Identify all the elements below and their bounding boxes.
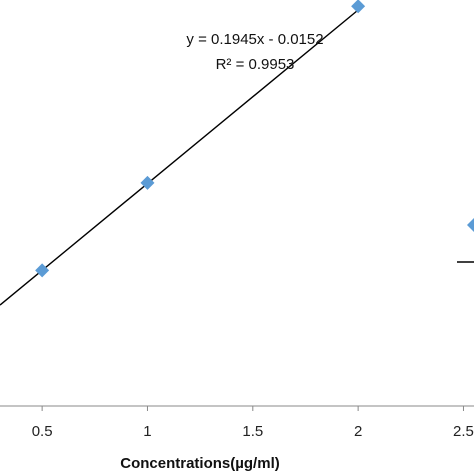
- x-tick-label: 0.5: [32, 423, 53, 440]
- partial-second-chart: [457, 218, 474, 263]
- x-tick-label: 2: [354, 423, 362, 440]
- x-axis-tick-labels: 0.5 1 1.5 2 2.5: [32, 423, 474, 440]
- x-tick-label: 1.5: [242, 423, 263, 440]
- data-points: [35, 0, 366, 278]
- trendline: [0, 9, 359, 306]
- x-tick-label: 2.5: [453, 423, 474, 440]
- data-point-diamond: [351, 0, 366, 14]
- trendline-equation: y = 0.1945x - 0.0152: [186, 31, 323, 48]
- x-axis-title: Concentrations(µg/ml): [120, 455, 279, 472]
- x-axis-ticks: [41, 406, 464, 411]
- partial-data-point: [467, 218, 474, 232]
- data-point-diamond: [140, 175, 155, 190]
- x-tick-label: 1: [143, 423, 151, 440]
- r-squared-label: R² = 0.9953: [216, 56, 295, 73]
- data-point-diamond: [35, 263, 50, 278]
